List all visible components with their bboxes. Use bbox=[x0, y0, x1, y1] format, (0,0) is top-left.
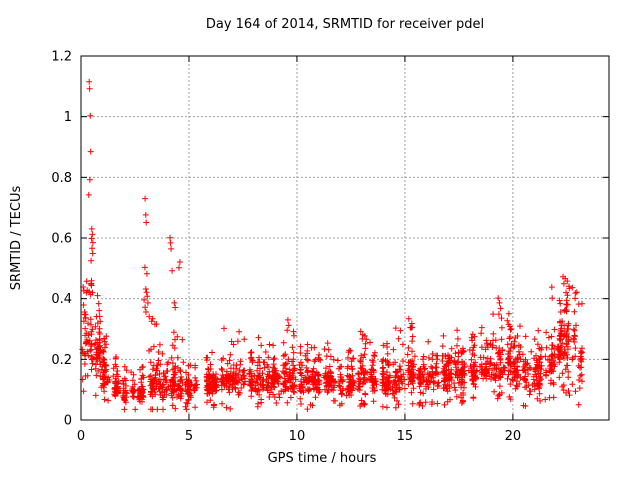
plot-generated-layer: 0 5 10 15 20 0 0.2 0.4 0.6 0.8 1 1.2 bbox=[51, 50, 610, 444]
x-tick-label: 0 bbox=[77, 429, 85, 444]
x-axis-label: GPS time / hours bbox=[268, 451, 377, 466]
y-tick-label: 1.2 bbox=[51, 50, 72, 65]
y-tick-label: 0.2 bbox=[51, 353, 72, 368]
y-tick-label: 0.8 bbox=[51, 171, 72, 186]
y-axis-label: SRMTID / TECUs bbox=[9, 186, 24, 291]
y-tick-label: 0.4 bbox=[51, 292, 72, 307]
y-tick-label: 0 bbox=[64, 414, 72, 429]
x-tick-label: 10 bbox=[289, 429, 306, 444]
x-tick-label: 15 bbox=[397, 429, 414, 444]
y-tick-label: 0.6 bbox=[51, 232, 72, 247]
x-tick-label: 5 bbox=[185, 429, 193, 444]
x-tick-label: 20 bbox=[505, 429, 522, 444]
y-tick-label: 1 bbox=[64, 110, 72, 125]
chart-title: Day 164 of 2014, SRMTID for receiver pde… bbox=[206, 17, 484, 32]
data-points-srmtid bbox=[79, 78, 585, 413]
